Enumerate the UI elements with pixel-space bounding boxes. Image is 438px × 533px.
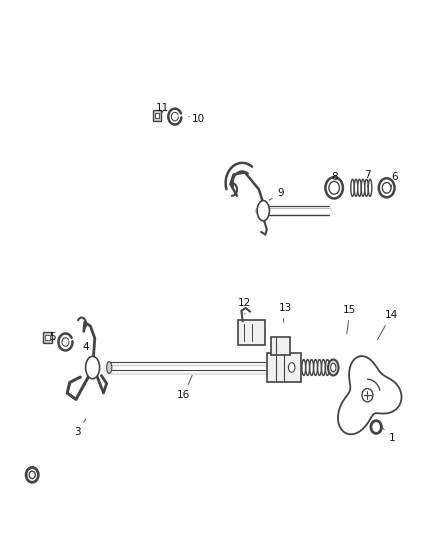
FancyBboxPatch shape [266,353,300,382]
Ellipse shape [321,360,325,375]
Ellipse shape [360,179,364,196]
FancyBboxPatch shape [43,332,52,343]
Ellipse shape [357,179,360,196]
Text: 5: 5 [49,332,56,342]
Text: 10: 10 [188,114,205,124]
Ellipse shape [317,360,321,375]
Ellipse shape [288,363,294,372]
Ellipse shape [313,360,317,375]
Ellipse shape [26,467,38,482]
FancyBboxPatch shape [271,337,290,356]
Text: 11: 11 [155,103,169,113]
Ellipse shape [364,179,367,196]
Text: 13: 13 [278,303,291,322]
Ellipse shape [330,364,335,372]
Ellipse shape [350,179,353,196]
Text: 3: 3 [74,419,86,438]
Text: 16: 16 [177,375,192,400]
Ellipse shape [325,360,328,375]
Text: 6: 6 [390,172,397,187]
Ellipse shape [381,182,390,193]
Text: 2: 2 [359,394,371,406]
FancyBboxPatch shape [45,335,49,340]
Text: 1: 1 [381,428,395,443]
Ellipse shape [85,357,99,378]
Ellipse shape [367,179,371,196]
Text: 15: 15 [343,305,356,334]
Ellipse shape [370,421,381,433]
Ellipse shape [273,362,279,373]
Ellipse shape [257,200,269,221]
Ellipse shape [361,389,372,402]
FancyBboxPatch shape [238,320,265,345]
FancyBboxPatch shape [152,110,161,121]
Ellipse shape [325,177,342,198]
Ellipse shape [29,471,35,479]
Ellipse shape [378,178,394,197]
Text: 4: 4 [82,342,89,352]
Ellipse shape [353,179,357,196]
Ellipse shape [301,360,305,375]
Ellipse shape [106,362,112,373]
Polygon shape [337,356,401,434]
Text: 12: 12 [238,297,251,314]
Text: 8: 8 [330,172,337,187]
Text: 14: 14 [377,310,397,340]
FancyBboxPatch shape [154,113,159,118]
Ellipse shape [328,181,339,194]
Ellipse shape [309,360,313,375]
Text: 9: 9 [268,188,283,200]
Ellipse shape [327,360,338,375]
Text: 7: 7 [363,170,370,187]
Ellipse shape [305,360,309,375]
